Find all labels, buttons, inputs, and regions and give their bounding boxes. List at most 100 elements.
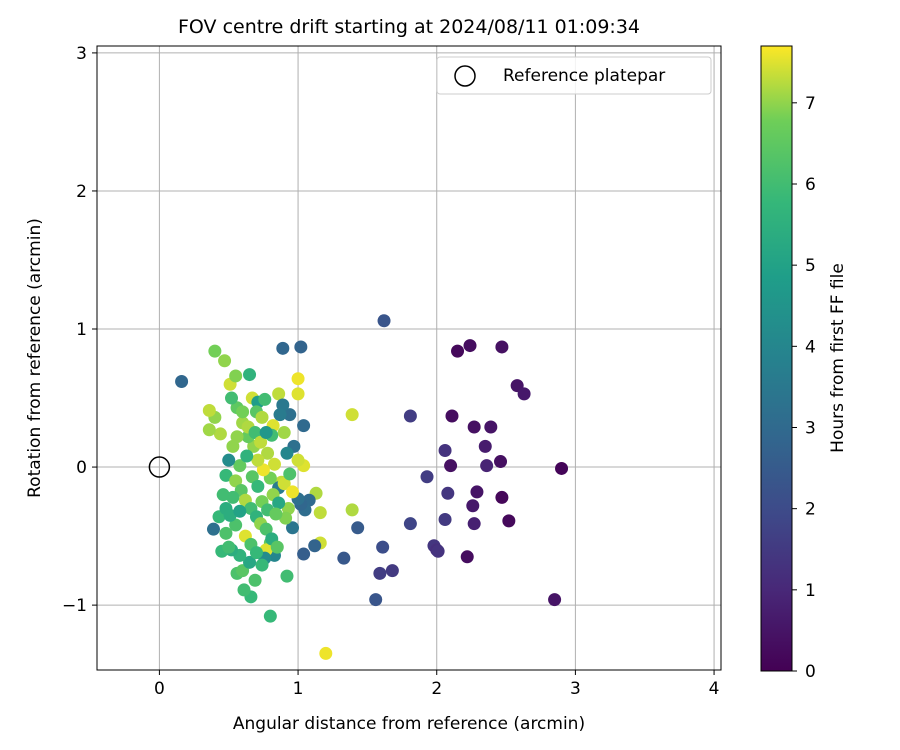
data-point [226,439,240,453]
data-point [175,374,189,388]
data-point [494,455,508,469]
x-tick-label: 0 [154,679,165,699]
data-point [376,540,390,554]
data-point [445,409,459,423]
colorbar-tick-label: 3 [805,418,816,438]
data-point [460,550,474,564]
grid-lines [97,46,721,670]
data-point [277,477,291,491]
data-point [478,439,492,453]
y-tick-label: 3 [76,44,87,64]
data-point [451,344,465,358]
data-point [218,354,232,368]
data-point [279,511,293,525]
data-point [206,522,220,536]
data-point [255,558,269,572]
colorbar [760,45,793,672]
data-point [291,387,305,401]
legend: Reference platepar [436,56,712,95]
data-point [240,449,254,463]
y-tick-label: 1 [76,320,87,340]
data-point [319,646,333,660]
data-point [351,521,365,535]
data-point [259,426,273,440]
data-point [463,339,477,353]
reference-platepar-marker [148,456,171,478]
data-point [373,566,387,580]
data-point [495,490,509,504]
data-point [277,426,291,440]
data-point [202,423,216,437]
data-point [213,427,227,441]
x-tick-label: 3 [570,679,581,699]
data-point [272,496,286,510]
data-point [502,514,516,528]
legend-label: Reference platepar [503,66,665,86]
data-point [276,341,290,355]
data-point [280,446,294,460]
data-point [251,453,265,467]
data-point [444,459,458,473]
colorbar-tick-label: 6 [805,175,816,195]
x-tick-label: 4 [709,679,720,699]
data-point [269,507,283,521]
data-point [273,408,287,422]
y-tick-label: −1 [62,596,87,616]
colorbar-tick-label: 7 [805,94,816,114]
data-point [313,506,327,520]
data-point [484,420,498,434]
reference-marker [148,456,171,478]
data-point [248,426,262,440]
data-point [222,453,236,467]
x-ticks: 0 1 2 3 4 [154,670,719,699]
data-point [248,573,262,587]
data-point [236,405,250,419]
data-point [291,453,305,467]
data-point [294,340,308,354]
y-ticks: −1 0 1 2 3 [62,44,97,616]
data-point [261,446,275,460]
data-point [223,508,237,522]
data-point [226,490,240,504]
data-point [272,387,286,401]
data-point [517,387,531,401]
data-point [267,457,281,471]
data-point [251,479,265,493]
data-point [466,499,480,513]
colorbar-tick-label: 2 [805,500,816,520]
data-point [283,467,297,481]
data-point [297,547,311,561]
data-point [480,459,494,473]
colorbar-ticks: 0 1 2 3 4 5 6 7 [792,94,816,682]
data-point [548,593,562,607]
data-point [470,485,484,499]
data-point [233,459,247,473]
data-point [208,344,222,358]
data-point [229,369,243,383]
data-point [297,419,311,433]
data-point [377,314,391,328]
data-point [233,504,247,518]
data-point [245,470,259,484]
data-point [420,470,434,484]
data-point [270,540,284,554]
data-point [255,410,269,424]
plot-frame [96,45,722,671]
x-axis-label: Angular distance from reference (arcmin) [233,714,585,734]
data-point [345,503,359,517]
x-tick-label: 1 [293,679,304,699]
data-point [280,569,294,583]
data-point [286,521,300,535]
data-point [254,435,268,449]
chart-title: FOV centre drift starting at 2024/08/11 … [178,16,640,38]
legend-marker [454,65,476,87]
data-point [229,474,243,488]
data-point [431,544,445,558]
data-point [337,551,351,565]
data-points [175,314,569,660]
y-axis-label: Rotation from reference (arcmin) [25,218,45,498]
data-point [202,403,216,417]
data-point [256,463,270,477]
colorbar-tick-label: 0 [805,662,816,682]
